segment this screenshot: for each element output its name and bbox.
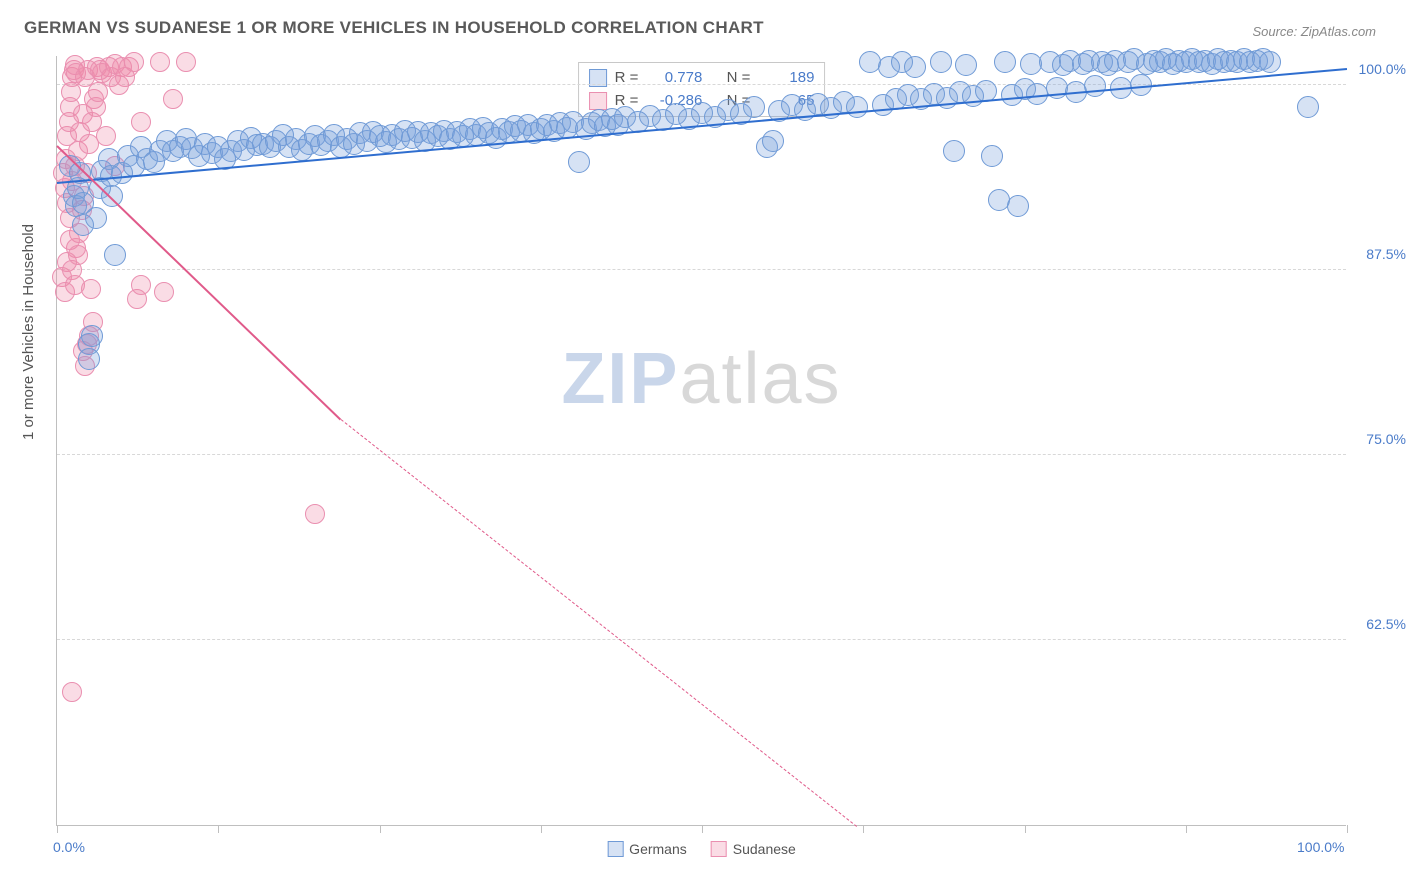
data-point-germans bbox=[1259, 51, 1281, 73]
data-point-germans bbox=[1084, 75, 1106, 97]
watermark-zip: ZIP bbox=[561, 339, 679, 419]
data-point-germans bbox=[81, 325, 103, 347]
x-axis-label: 100.0% bbox=[1297, 839, 1344, 855]
data-point-sudanese bbox=[176, 52, 196, 72]
data-point-sudanese bbox=[81, 279, 101, 299]
n-label: N = bbox=[727, 67, 751, 90]
x-tick bbox=[1347, 825, 1348, 833]
n-germans: 189 bbox=[758, 67, 814, 90]
data-point-germans bbox=[743, 96, 765, 118]
data-point-germans bbox=[762, 130, 784, 152]
legend-item-germans: Germans bbox=[607, 841, 687, 857]
data-point-sudanese bbox=[305, 504, 325, 524]
data-point-germans bbox=[1007, 195, 1029, 217]
y-tick-label: 62.5% bbox=[1366, 616, 1406, 632]
data-point-germans bbox=[85, 207, 107, 229]
y-axis-label: 1 or more Vehicles in Household bbox=[20, 224, 37, 440]
x-tick bbox=[218, 825, 219, 833]
data-point-sudanese bbox=[62, 682, 82, 702]
legend-bottom: Germans Sudanese bbox=[607, 841, 796, 857]
data-point-germans bbox=[943, 140, 965, 162]
data-point-germans bbox=[955, 54, 977, 76]
data-point-germans bbox=[104, 244, 126, 266]
x-tick bbox=[380, 825, 381, 833]
chart-title: GERMAN VS SUDANESE 1 OR MORE VEHICLES IN… bbox=[24, 18, 764, 38]
stats-row-germans: R = 0.778 N = 189 bbox=[589, 67, 815, 90]
gridline bbox=[57, 269, 1346, 270]
gridline bbox=[57, 639, 1346, 640]
watermark-atlas: atlas bbox=[679, 339, 841, 419]
stats-swatch-sudanese bbox=[589, 92, 607, 110]
data-point-germans bbox=[859, 51, 881, 73]
y-tick-label: 87.5% bbox=[1366, 246, 1406, 262]
watermark: ZIPatlas bbox=[561, 338, 841, 420]
data-point-germans bbox=[1297, 96, 1319, 118]
source-attribution: Source: ZipAtlas.com bbox=[1252, 24, 1376, 39]
chart-container: GERMAN VS SUDANESE 1 OR MORE VEHICLES IN… bbox=[0, 0, 1406, 892]
x-axis-label: 0.0% bbox=[53, 839, 85, 855]
data-point-germans bbox=[101, 185, 123, 207]
data-point-germans bbox=[930, 51, 952, 73]
x-tick bbox=[1186, 825, 1187, 833]
data-point-germans bbox=[78, 348, 100, 370]
data-point-sudanese bbox=[96, 126, 116, 146]
x-tick bbox=[57, 825, 58, 833]
legend-label-germans: Germans bbox=[629, 841, 687, 857]
data-point-germans bbox=[846, 96, 868, 118]
data-point-sudanese bbox=[124, 52, 144, 72]
x-tick bbox=[863, 825, 864, 833]
data-point-germans bbox=[981, 145, 1003, 167]
data-point-sudanese bbox=[163, 89, 183, 109]
y-tick-label: 100.0% bbox=[1359, 61, 1406, 77]
x-tick bbox=[702, 825, 703, 833]
data-point-sudanese bbox=[150, 52, 170, 72]
x-tick bbox=[541, 825, 542, 833]
r-label: R = bbox=[615, 67, 639, 90]
data-point-germans bbox=[994, 51, 1016, 73]
y-tick-label: 75.0% bbox=[1366, 431, 1406, 447]
data-point-sudanese bbox=[68, 245, 88, 265]
legend-item-sudanese: Sudanese bbox=[711, 841, 796, 857]
data-point-sudanese bbox=[131, 112, 151, 132]
legend-label-sudanese: Sudanese bbox=[733, 841, 796, 857]
x-tick bbox=[1025, 825, 1026, 833]
data-point-sudanese bbox=[131, 275, 151, 295]
trend-line bbox=[340, 419, 857, 827]
legend-swatch-sudanese bbox=[711, 841, 727, 857]
data-point-germans bbox=[568, 151, 590, 173]
legend-swatch-germans bbox=[607, 841, 623, 857]
plot-area: ZIPatlas R = 0.778 N = 189 R = -0.286 N … bbox=[56, 56, 1346, 826]
data-point-sudanese bbox=[154, 282, 174, 302]
data-point-germans bbox=[904, 56, 926, 78]
r-germans: 0.778 bbox=[646, 67, 702, 90]
gridline bbox=[57, 454, 1346, 455]
